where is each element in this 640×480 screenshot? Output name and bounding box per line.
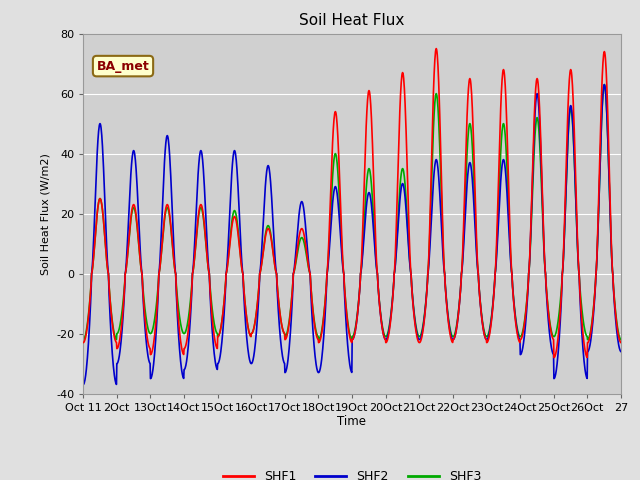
- Legend: SHF1, SHF2, SHF3: SHF1, SHF2, SHF3: [218, 465, 486, 480]
- Text: BA_met: BA_met: [97, 60, 149, 72]
- Y-axis label: Soil Heat Flux (W/m2): Soil Heat Flux (W/m2): [40, 153, 51, 275]
- X-axis label: Time: Time: [337, 415, 367, 429]
- Title: Soil Heat Flux: Soil Heat Flux: [300, 13, 404, 28]
